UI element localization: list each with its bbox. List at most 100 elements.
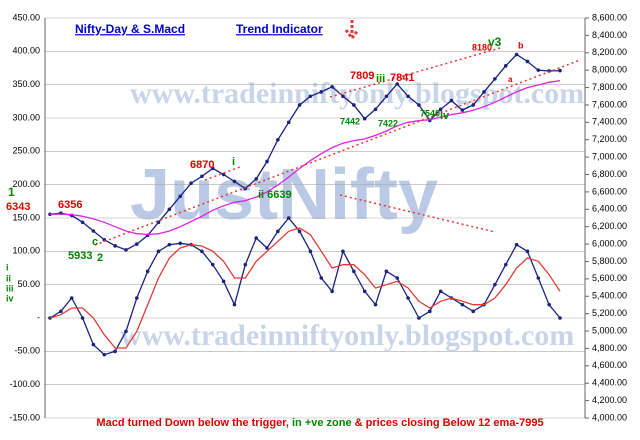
y2-tick-label: 5,000.00 [592,325,627,335]
annotation: i [232,156,235,168]
point [503,262,508,267]
series-line [49,79,561,236]
point [384,269,389,274]
point [558,68,562,73]
y2-tick-label: 6,200.00 [592,221,627,231]
point [91,229,96,233]
annotation: 1 [8,185,15,199]
point [210,166,215,171]
point [156,249,161,254]
y-tick-label: -100.00 [9,379,40,389]
point [91,342,96,347]
point [406,94,410,99]
point [59,309,63,314]
point [417,103,421,107]
point [373,107,378,112]
y2-tick-label: 7,200.00 [592,134,627,144]
y2-tick-label: 4,000.00 [592,412,627,422]
point [69,296,74,300]
point [210,262,215,267]
point [395,276,400,280]
point [503,64,508,68]
y-tick-label: 200.00 [12,179,40,189]
point [254,177,258,181]
point [547,302,551,307]
y-tick-label: - [37,312,40,322]
y2-tick-label: 4,200.00 [592,395,627,405]
trend-line [94,59,581,246]
footer-part: Macd turned Down below the trigger, [96,417,289,429]
plot: 450.00400.00350.00300.00250.00200.00150.… [9,12,627,422]
annotation: iii [376,73,385,85]
watermark: www.tradeinniftyonly.blogspot.com [130,77,584,110]
point [286,216,291,220]
point [189,181,193,186]
point [102,352,107,357]
annotation: 8180 [472,42,492,52]
footer-part: in +ve zone [289,417,355,429]
point [124,248,128,252]
arrow [344,20,360,41]
point [167,242,172,247]
annotation: 6870 [190,159,214,171]
point [254,236,258,240]
point [135,242,139,246]
point [145,269,150,274]
y-tick-label: 300.00 [12,112,40,122]
point [113,244,117,248]
annotation: 6356 [58,199,82,211]
y2-tick-label: 7,400.00 [592,117,627,127]
y2-tick-label: 7,800.00 [592,82,627,92]
annotation: iii [6,283,14,293]
y-tick-label: -50.00 [14,346,40,356]
point [308,249,313,254]
point [330,84,334,89]
annotation: 6343 [6,201,30,213]
point [135,296,139,300]
annotation: ii [6,273,11,283]
point [352,103,356,107]
point [124,329,128,334]
point [80,220,85,225]
y2-tick-label: 6,000.00 [592,238,627,248]
point [80,316,85,320]
point [243,262,248,267]
point [406,296,410,300]
y2-tick-label: 4,600.00 [592,360,627,370]
point [362,289,367,294]
y-tick-label: 400.00 [12,46,40,56]
y2-tick-label: 6,800.00 [592,169,627,179]
point [286,120,291,125]
point [178,194,183,199]
annotation: 7540 [420,108,440,118]
point [438,289,443,294]
annotation: 7442 [340,116,360,126]
point [297,103,302,107]
point [373,302,378,307]
point [536,276,541,280]
annotation: 7422 [378,118,398,128]
annotation: v3 [488,35,502,49]
annotation: 7841 [390,72,414,84]
trend-line [339,194,496,233]
point [460,302,465,307]
y-tick-label: -150.00 [9,412,40,422]
point [525,59,530,64]
point [514,52,519,57]
point [221,172,226,177]
point [297,229,302,234]
annotation: a [508,75,513,84]
point [200,249,204,254]
y2-tick-label: 8,000.00 [592,65,627,75]
series-line [49,216,561,356]
point [417,316,421,320]
annotation: c [92,236,98,248]
point [341,94,345,99]
point [395,82,400,86]
y2-tick-label: 4,400.00 [592,378,627,388]
point [276,229,280,234]
subtitle: Trend Indicator [236,22,323,36]
y2-tick-label: 8,400.00 [592,30,627,40]
point [319,276,324,280]
annotation: 7809 [350,70,374,82]
